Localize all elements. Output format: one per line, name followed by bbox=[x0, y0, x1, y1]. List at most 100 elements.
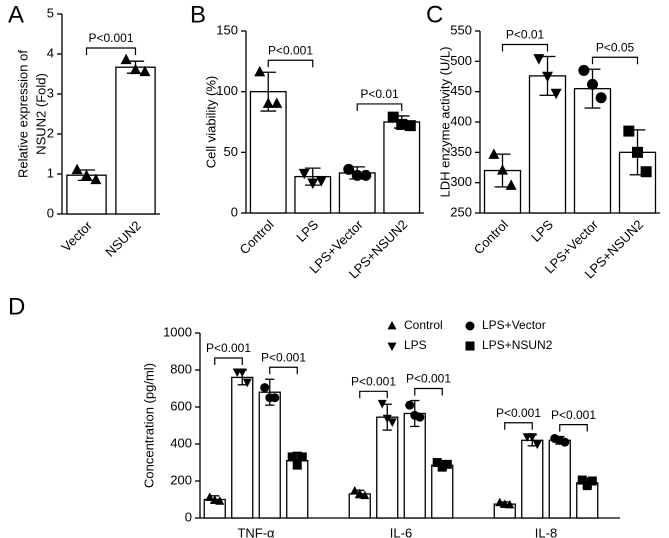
y-tick-label: 0 bbox=[47, 205, 54, 220]
data-point bbox=[623, 125, 635, 137]
data-point bbox=[527, 433, 537, 442]
significance-bracket bbox=[414, 387, 443, 396]
data-point bbox=[437, 462, 447, 472]
data-point bbox=[495, 497, 505, 507]
significance-label: P<0.001 bbox=[261, 350, 306, 364]
legend-item: LPS bbox=[404, 338, 427, 352]
y-tick-label: 450 bbox=[450, 83, 472, 98]
data-point bbox=[595, 92, 607, 104]
significance-label: P<0.01 bbox=[506, 28, 545, 42]
panel-letter: A bbox=[8, 1, 24, 28]
legend-item: Control bbox=[404, 318, 443, 332]
y-tick-label: 500 bbox=[450, 53, 472, 68]
data-point bbox=[120, 53, 132, 65]
data-point bbox=[360, 169, 372, 181]
data-point bbox=[632, 146, 643, 158]
data-point bbox=[71, 163, 83, 175]
data-point bbox=[640, 166, 652, 178]
y-tick-label: 800 bbox=[170, 361, 192, 376]
significance-bracket bbox=[269, 366, 298, 375]
significance-label: P<0.001 bbox=[406, 372, 451, 386]
x-tick-label: Control bbox=[237, 217, 277, 257]
data-point bbox=[560, 437, 570, 447]
legend-item: LPS+NSUN2 bbox=[482, 338, 553, 352]
significance-bracket bbox=[85, 47, 137, 55]
data-point bbox=[577, 475, 587, 485]
significance-bracket bbox=[359, 390, 388, 399]
data-point bbox=[587, 78, 598, 90]
y-tick-label: 200 bbox=[170, 472, 192, 487]
data-point bbox=[578, 64, 590, 76]
data-point bbox=[242, 378, 252, 388]
y-tick-label: 250 bbox=[450, 204, 472, 219]
y-axis-label: NSUN2 (Fold) bbox=[33, 73, 48, 155]
y-tick-label: 2 bbox=[47, 125, 54, 140]
y-tick-label: 100 bbox=[216, 83, 238, 98]
legend-label: Control bbox=[404, 318, 443, 332]
x-tick-label: NSUN2 bbox=[102, 218, 144, 260]
data-point bbox=[90, 173, 102, 185]
y-tick-label: 150 bbox=[216, 22, 238, 37]
panel-letter: B bbox=[190, 1, 206, 28]
y-tick-label: 4 bbox=[47, 45, 54, 60]
y-tick-label: 350 bbox=[450, 144, 472, 159]
significance-label: P<0.01 bbox=[360, 87, 399, 101]
data-point bbox=[442, 459, 452, 469]
y-tick-label: 300 bbox=[450, 174, 472, 189]
data-point bbox=[287, 452, 297, 462]
data-point bbox=[307, 178, 319, 189]
legend-item: LPS+Vector bbox=[482, 318, 546, 332]
data-point bbox=[415, 412, 425, 422]
significance-bracket bbox=[501, 43, 549, 52]
data-point bbox=[298, 168, 310, 180]
significance-label: P<0.001 bbox=[206, 341, 251, 355]
data-point bbox=[205, 492, 215, 502]
data-point bbox=[387, 418, 397, 427]
x-tick-label: TNF-α bbox=[237, 525, 275, 538]
data-point bbox=[350, 486, 360, 495]
bar bbox=[383, 121, 421, 214]
x-tick-label: LPS bbox=[528, 217, 556, 245]
data-point bbox=[396, 118, 408, 130]
data-point bbox=[81, 169, 92, 181]
data-point bbox=[254, 65, 266, 77]
y-tick-label: 3 bbox=[47, 85, 54, 100]
data-point bbox=[505, 499, 515, 509]
data-point bbox=[377, 399, 387, 409]
data-point bbox=[343, 163, 355, 175]
y-axis-label: LDH enzyme activity (U/L) bbox=[437, 47, 452, 198]
bar bbox=[231, 376, 254, 519]
x-tick-label: IL-8 bbox=[535, 525, 557, 538]
bar bbox=[258, 391, 281, 519]
significance-bracket bbox=[356, 103, 403, 111]
legend-label: LPS bbox=[404, 338, 427, 352]
x-tick-label: Vector bbox=[58, 217, 95, 254]
legend-marker bbox=[387, 342, 397, 352]
data-point bbox=[532, 440, 542, 450]
data-point bbox=[432, 458, 442, 467]
data-point bbox=[215, 496, 225, 505]
significance-label: P<0.05 bbox=[596, 40, 635, 54]
significance-label: P<0.001 bbox=[351, 374, 396, 388]
legend-marker bbox=[465, 341, 475, 351]
y-axis-label: Concentration (pg/ml) bbox=[141, 363, 156, 488]
y-tick-label: 600 bbox=[170, 398, 192, 413]
y-tick-label: 400 bbox=[450, 113, 472, 128]
data-point bbox=[315, 176, 327, 187]
bar bbox=[403, 412, 426, 519]
x-tick-label: Control bbox=[471, 217, 511, 257]
data-point bbox=[260, 383, 270, 393]
bar bbox=[115, 66, 156, 215]
bar bbox=[249, 91, 287, 214]
significance-bracket bbox=[267, 59, 314, 68]
data-point bbox=[292, 459, 302, 469]
significance-label: P<0.001 bbox=[551, 408, 596, 422]
y-axis-label: Relative expression of bbox=[15, 50, 30, 178]
y-tick-label: 550 bbox=[450, 22, 472, 37]
data-point bbox=[550, 88, 562, 100]
y-tick-label: 1000 bbox=[163, 324, 192, 339]
data-point bbox=[587, 476, 597, 486]
bar bbox=[521, 439, 544, 519]
data-point bbox=[542, 71, 553, 83]
